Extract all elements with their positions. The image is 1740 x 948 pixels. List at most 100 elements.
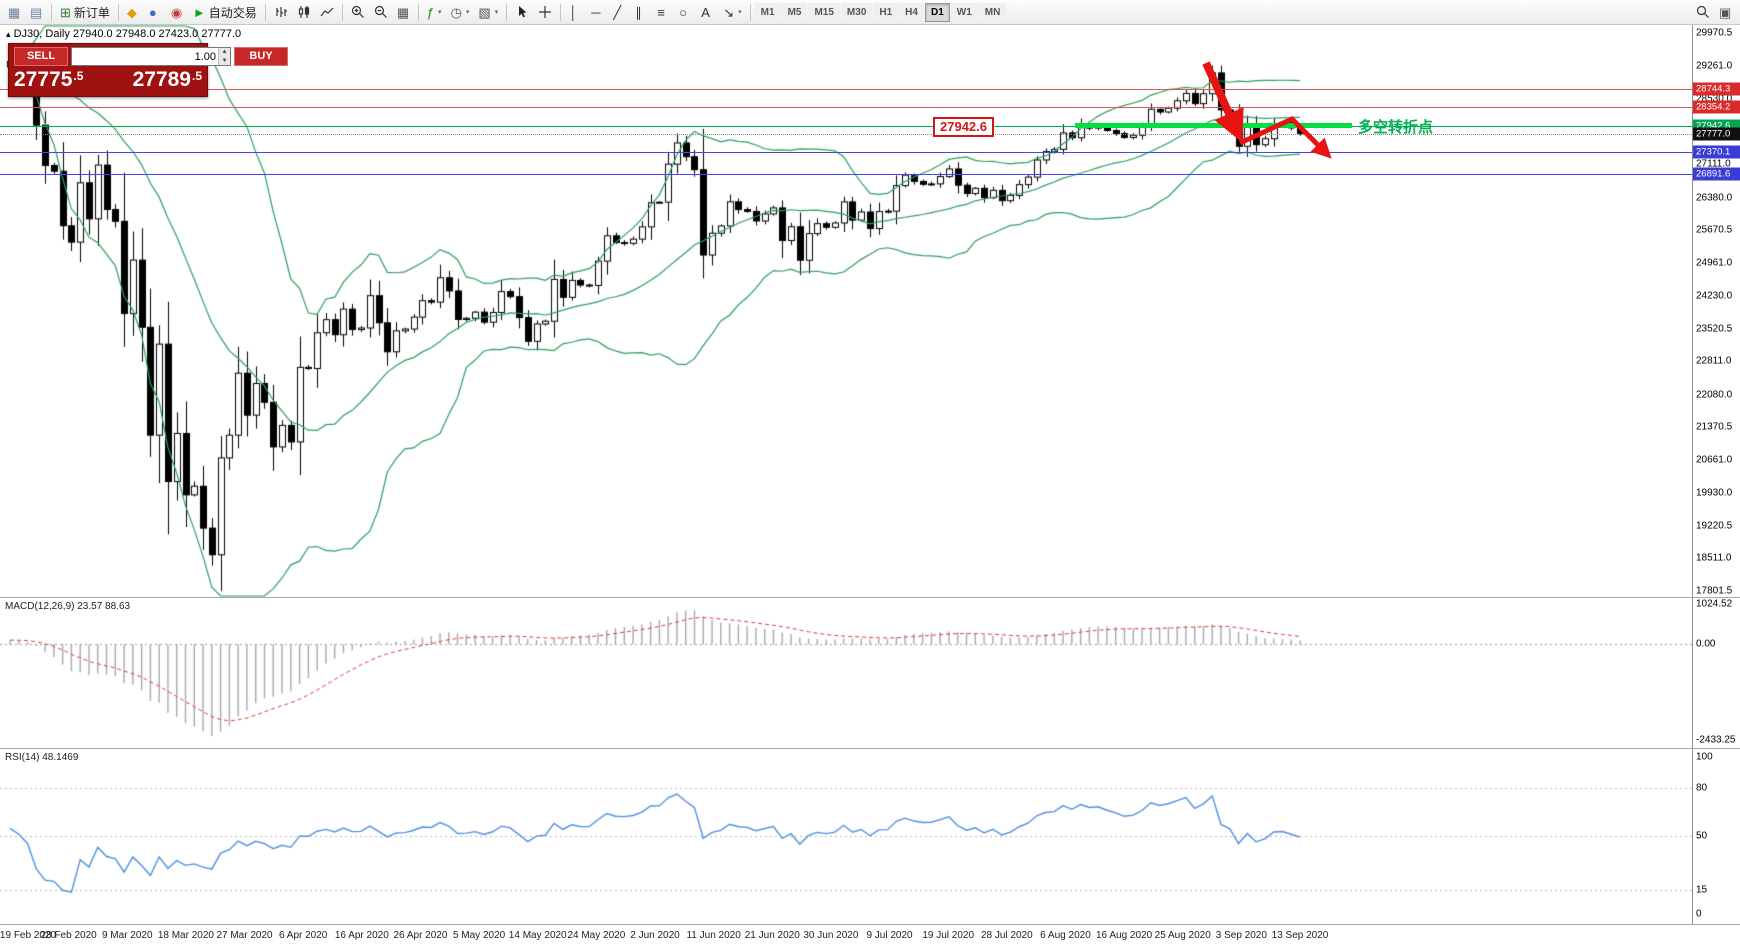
date-label: 3 Sep 2020 bbox=[1215, 930, 1267, 941]
price-badge: 28354.2 bbox=[1693, 100, 1740, 114]
indicators-icon[interactable]: ƒ ▾ bbox=[423, 2, 446, 23]
one-click-collapse-icon[interactable]: ▴ bbox=[6, 29, 11, 39]
new-chart-icon[interactable]: ▦ bbox=[4, 2, 25, 23]
signals-icon[interactable]: ◉ bbox=[167, 2, 188, 23]
new-order-button-label: 新订单 bbox=[73, 5, 110, 20]
shapes-icon: ○ bbox=[679, 4, 688, 20]
toolbar-separator bbox=[417, 3, 419, 21]
toolbar-separator bbox=[264, 3, 266, 21]
candlestick-chart-icon[interactable] bbox=[293, 2, 315, 23]
rsi-axis[interactable]: 100 80 50 15 0 bbox=[1692, 749, 1740, 924]
profiles-icon[interactable]: ▤ bbox=[26, 2, 47, 23]
trendline-icon[interactable]: ╱ bbox=[609, 2, 630, 23]
toolbar-separator bbox=[560, 3, 562, 21]
fibonacci-icon[interactable]: ≡ bbox=[653, 2, 674, 23]
price-line-27777.0[interactable] bbox=[0, 133, 1692, 135]
price-axis-label: 19930.0 bbox=[1696, 487, 1733, 499]
volume-up-icon[interactable]: ▲ bbox=[219, 48, 230, 57]
indicators-icon: ƒ bbox=[426, 4, 435, 20]
new-order-button[interactable]: ⊞ 新订单 bbox=[56, 2, 114, 23]
price-badge: 27370.1 bbox=[1693, 145, 1740, 159]
chevron-down-icon: ▾ bbox=[738, 9, 742, 16]
bar-chart-icon[interactable] bbox=[270, 2, 292, 23]
horizontal-line-icon: ─ bbox=[591, 4, 601, 20]
volume-input[interactable] bbox=[72, 48, 218, 65]
timeframe-mn[interactable]: MN bbox=[978, 2, 1007, 22]
price-line-27942.6[interactable] bbox=[0, 125, 1692, 127]
price-badge: 26891.6 bbox=[1693, 167, 1740, 181]
price-line-27370.1[interactable] bbox=[0, 152, 1692, 154]
buy-button[interactable]: BUY bbox=[234, 47, 288, 66]
autotrading-button[interactable]: ► 自动交易 bbox=[189, 2, 261, 23]
new-chart-icon: ▦ bbox=[8, 4, 21, 20]
price-line-28354.2[interactable] bbox=[0, 107, 1692, 109]
timeframe-m1[interactable]: M1 bbox=[754, 2, 781, 22]
macd-canvas[interactable] bbox=[0, 598, 1692, 748]
timeframe-w1[interactable]: W1 bbox=[950, 2, 978, 22]
signals-icon: ◉ bbox=[170, 4, 183, 20]
volume-down-icon[interactable]: ▼ bbox=[219, 56, 230, 65]
shapes-icon[interactable]: ○ bbox=[675, 2, 696, 23]
timeframe-m15[interactable]: M15 bbox=[808, 2, 840, 22]
profiles-icon: ▤ bbox=[30, 4, 43, 20]
support-zone-bar[interactable] bbox=[1075, 123, 1352, 129]
toolbar-separator bbox=[51, 3, 52, 21]
crosshair-icon[interactable] bbox=[534, 2, 556, 23]
text-label-icon: A bbox=[701, 4, 710, 20]
metaeditor-icon: ◆ bbox=[126, 4, 137, 20]
toolbox-icon[interactable]: ▣ bbox=[1715, 2, 1736, 23]
timeframe-h1[interactable]: H1 bbox=[873, 2, 899, 22]
channel-icon[interactable]: ∥ bbox=[631, 2, 652, 23]
arrows-icon[interactable]: ↘ ▾ bbox=[719, 2, 745, 23]
vertical-line-icon[interactable]: │ bbox=[565, 2, 586, 23]
date-label: 6 Aug 2020 bbox=[1040, 930, 1091, 941]
text-label-icon[interactable]: A bbox=[697, 2, 718, 23]
zoom-in-icon[interactable] bbox=[347, 2, 369, 23]
date-axis[interactable]: 19 Feb 2020 28 Feb 2020 9 Mar 2020 18 Mar 2… bbox=[0, 924, 1740, 947]
timeframe-h4[interactable]: H4 bbox=[899, 2, 924, 22]
macd-axis-label: 0.00 bbox=[1696, 638, 1716, 650]
tile-windows-icon[interactable]: ▦ bbox=[393, 2, 414, 23]
zoom-out-icon[interactable] bbox=[370, 2, 392, 23]
turning-point-note[interactable]: 多空转折点 bbox=[1358, 118, 1434, 136]
chart-title: ▴ DJ30, Daily 27940.0 27948.0 27423.0 27… bbox=[6, 28, 241, 40]
zoom-out-icon bbox=[374, 5, 388, 19]
date-label: 9 Jul 2020 bbox=[866, 930, 913, 941]
macd-axis-label: -2433.25 bbox=[1696, 734, 1736, 746]
sell-button[interactable]: SELL bbox=[14, 47, 68, 66]
macd-axis[interactable]: 1024.52 0.00 -2433.25 bbox=[1692, 598, 1740, 748]
price-axis-label: 19220.5 bbox=[1696, 520, 1733, 532]
price-axis-label: 28530.0 bbox=[1696, 93, 1733, 105]
timeframe-m5[interactable]: M5 bbox=[781, 2, 808, 22]
buy-price: 27789.5 bbox=[132, 68, 202, 91]
templates-icon[interactable]: ▧ ▾ bbox=[474, 2, 502, 23]
date-label: 30 Jun 2020 bbox=[803, 930, 859, 941]
price-chart-canvas[interactable] bbox=[0, 25, 1692, 597]
macd-panel: MACD(12,26,9) 23.57 88.63 1024.52 0.00 -24… bbox=[0, 597, 1740, 748]
templates-icon: ▧ bbox=[478, 4, 491, 20]
timeframe-d1[interactable]: D1 bbox=[924, 2, 950, 22]
price-line-26891.6[interactable] bbox=[0, 174, 1692, 176]
price-axis-label: 25670.5 bbox=[1696, 224, 1733, 236]
price-axis-label: 22080.0 bbox=[1696, 389, 1733, 401]
metaeditor-icon[interactable]: ◆ bbox=[123, 2, 144, 23]
date-label: 5 May 2020 bbox=[452, 930, 506, 941]
line-chart-icon[interactable] bbox=[316, 2, 338, 23]
cursor-icon[interactable] bbox=[511, 2, 533, 23]
trendline-icon: ╱ bbox=[613, 4, 622, 20]
price-axis[interactable]: 29970.5 29261.0 28530.0 27111.0 26380.0 25670… bbox=[1692, 25, 1740, 597]
price-axis-label: 23520.5 bbox=[1696, 323, 1733, 335]
market-icon[interactable]: ● bbox=[145, 2, 166, 23]
search-icon[interactable] bbox=[1692, 2, 1714, 23]
periods-icon[interactable]: ◷ ▾ bbox=[447, 2, 474, 23]
timeframe-m30[interactable]: M30 bbox=[840, 2, 873, 22]
horizontal-line-icon[interactable]: ─ bbox=[587, 2, 608, 23]
price-line-28744.3[interactable] bbox=[0, 89, 1692, 91]
date-label: 19 Jul 2020 bbox=[922, 930, 975, 941]
date-label: 16 Aug 2020 bbox=[1095, 930, 1153, 941]
date-label: 16 Apr 2020 bbox=[334, 930, 389, 941]
rsi-axis-label: 50 bbox=[1696, 830, 1708, 841]
price-flag-label[interactable]: 27942.6 bbox=[933, 116, 994, 137]
chart-title-text: DJ30, Daily 27940.0 27948.0 27423.0 2777… bbox=[13, 28, 242, 40]
rsi-canvas[interactable] bbox=[0, 749, 1692, 924]
